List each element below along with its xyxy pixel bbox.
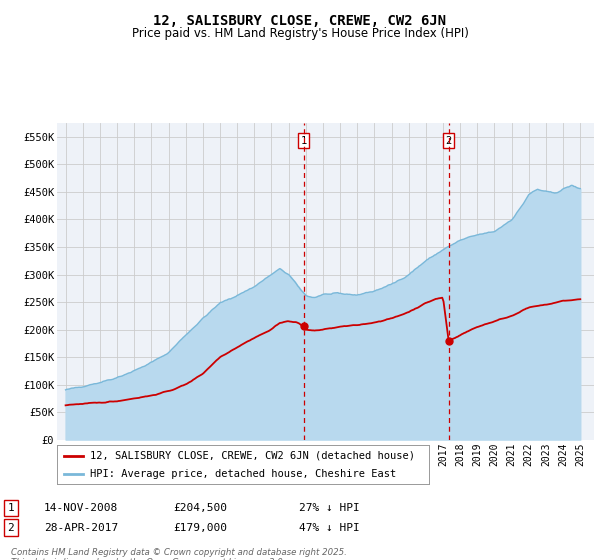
Text: 14-NOV-2008: 14-NOV-2008 — [44, 503, 118, 513]
Text: 1: 1 — [7, 503, 14, 513]
Text: 28-APR-2017: 28-APR-2017 — [44, 522, 118, 533]
Text: Price paid vs. HM Land Registry's House Price Index (HPI): Price paid vs. HM Land Registry's House … — [131, 27, 469, 40]
Text: 27% ↓ HPI: 27% ↓ HPI — [299, 503, 359, 513]
Text: 12, SALISBURY CLOSE, CREWE, CW2 6JN (detached house): 12, SALISBURY CLOSE, CREWE, CW2 6JN (det… — [91, 451, 415, 461]
Text: 2: 2 — [7, 522, 14, 533]
Text: £204,500: £204,500 — [173, 503, 227, 513]
Text: £179,000: £179,000 — [173, 522, 227, 533]
Text: 1: 1 — [301, 136, 307, 146]
Text: 12, SALISBURY CLOSE, CREWE, CW2 6JN: 12, SALISBURY CLOSE, CREWE, CW2 6JN — [154, 14, 446, 28]
Text: Contains HM Land Registry data © Crown copyright and database right 2025.
This d: Contains HM Land Registry data © Crown c… — [11, 548, 347, 560]
Text: 47% ↓ HPI: 47% ↓ HPI — [299, 522, 359, 533]
Text: 2: 2 — [446, 136, 452, 146]
Text: HPI: Average price, detached house, Cheshire East: HPI: Average price, detached house, Ches… — [91, 469, 397, 479]
